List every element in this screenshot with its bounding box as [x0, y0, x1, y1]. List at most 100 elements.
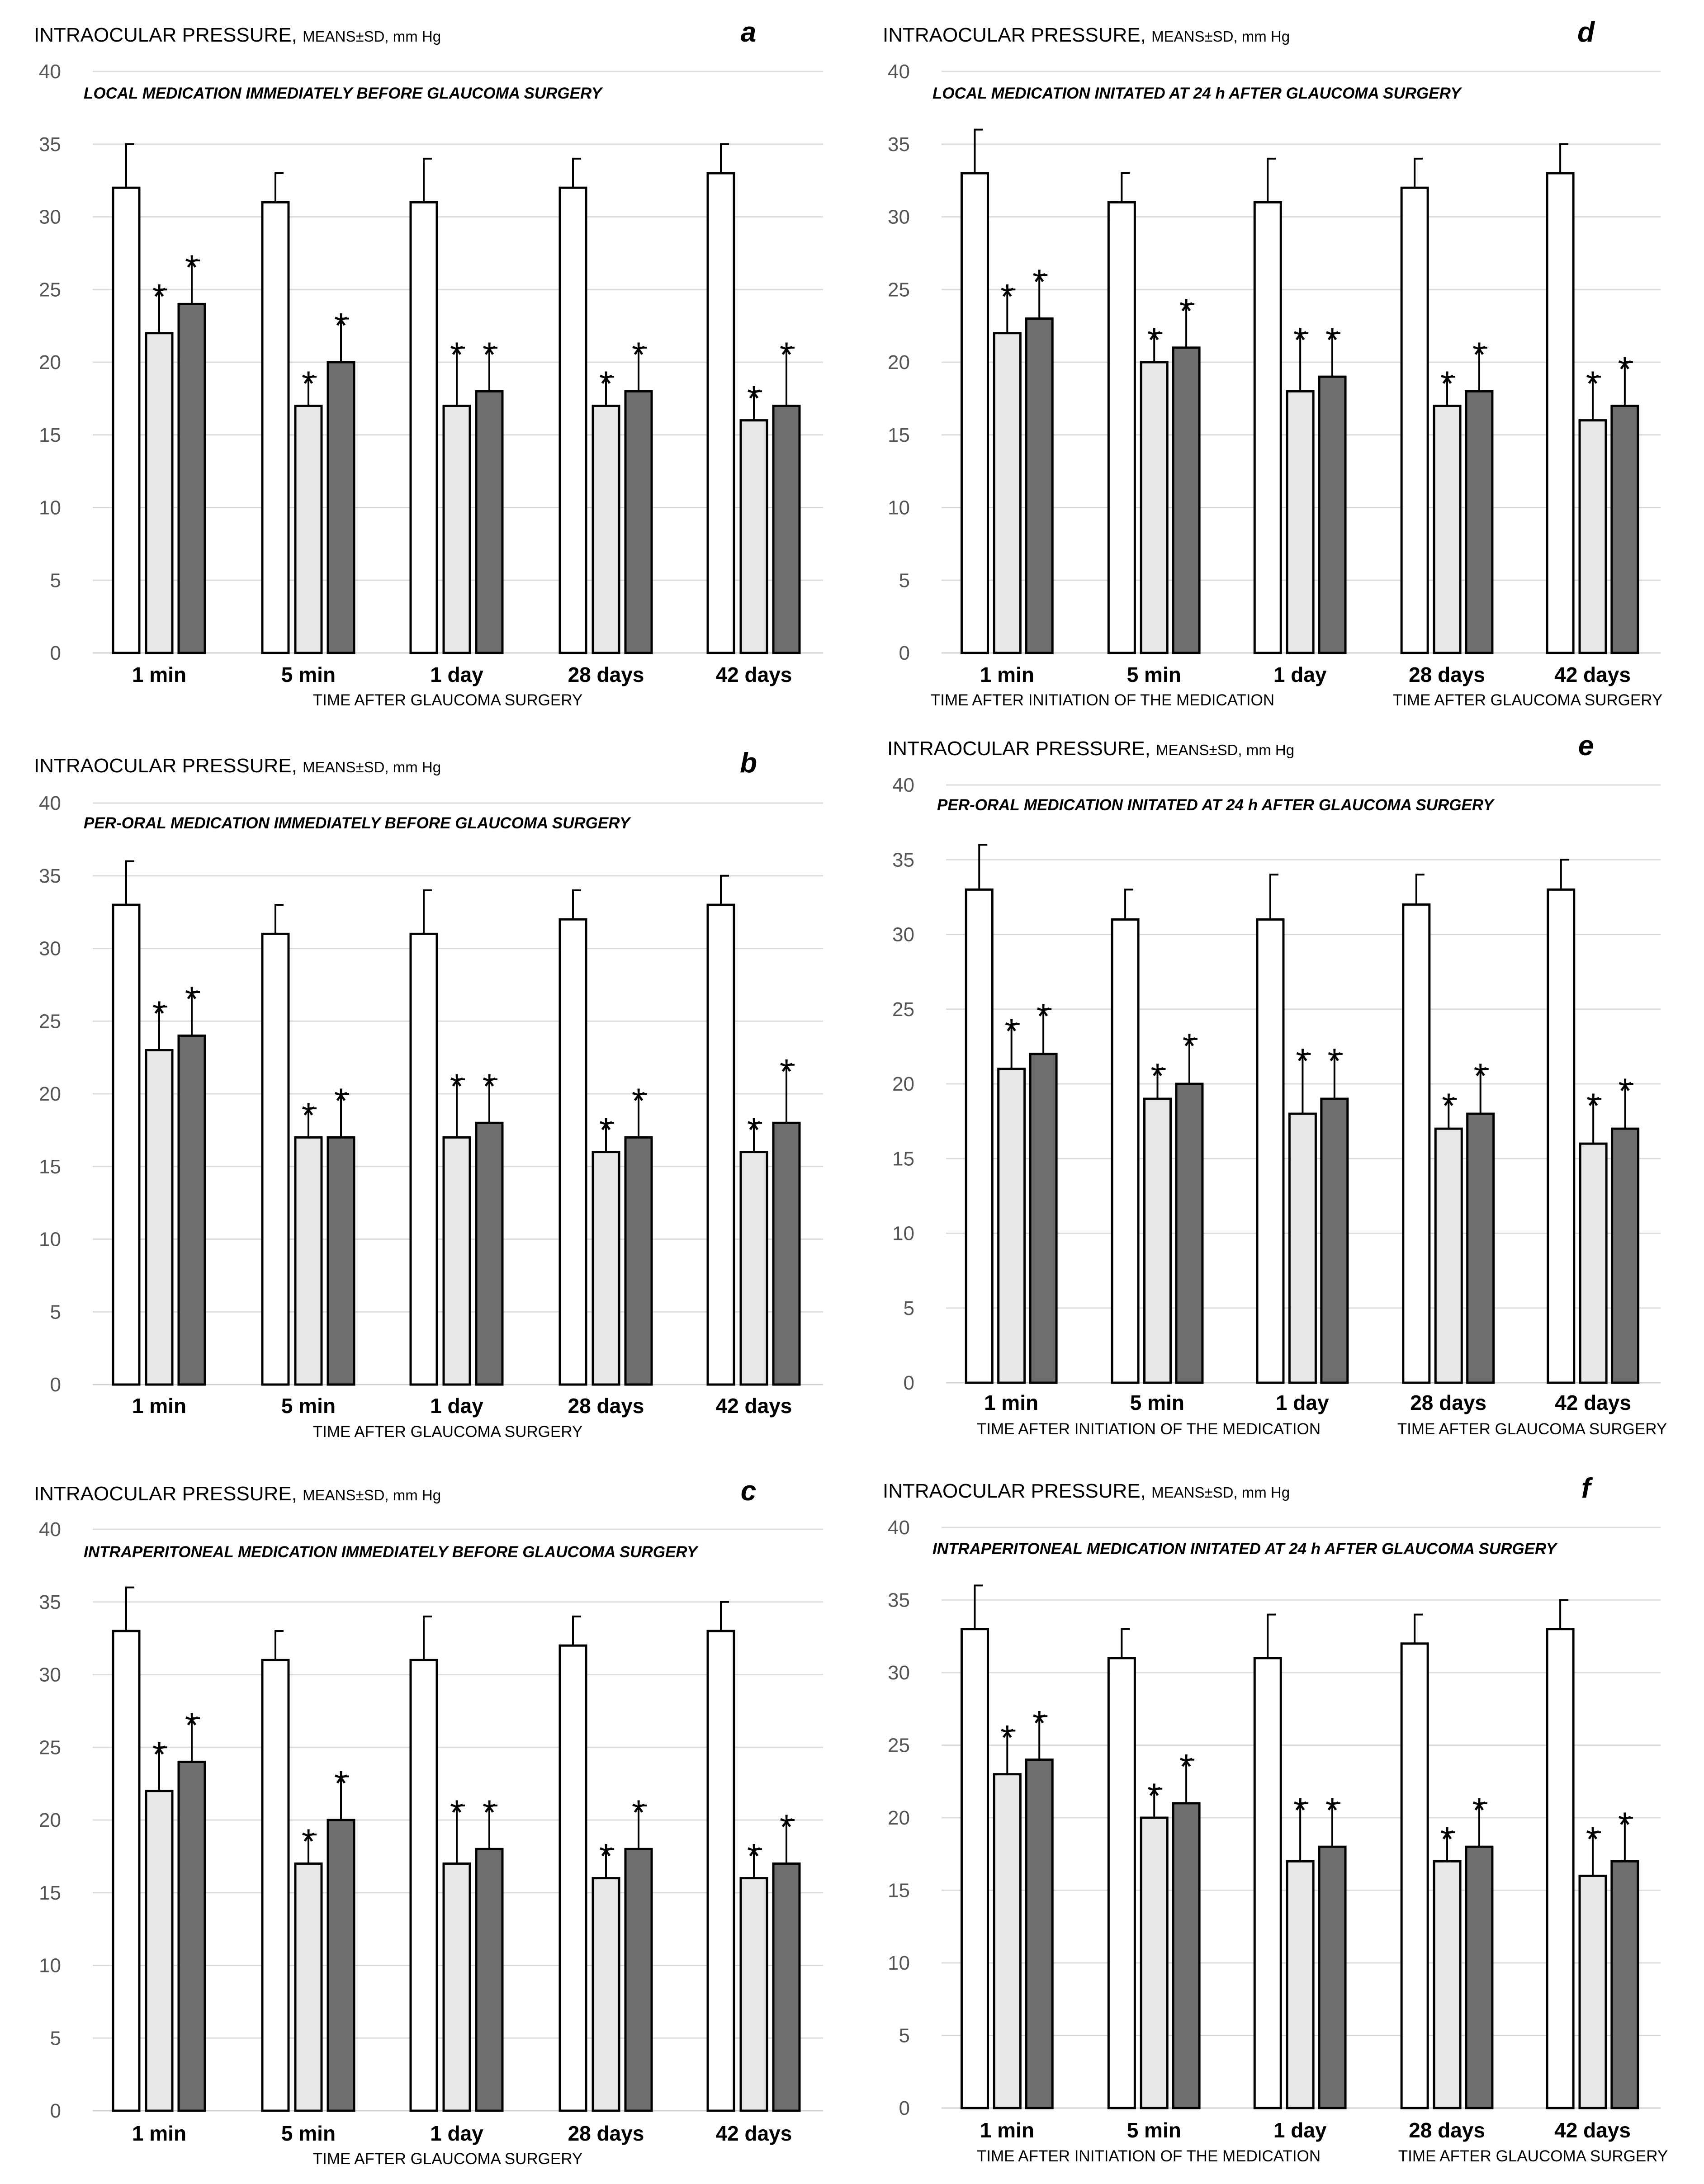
- y-tick-label: 5: [50, 2027, 61, 2049]
- significance-star: *: [450, 1066, 464, 1106]
- y-tick-label: 35: [39, 1591, 61, 1613]
- y-tick-label: 30: [39, 938, 61, 960]
- bar-light: [993, 1773, 1022, 2109]
- y-tick-label: 5: [899, 569, 910, 591]
- y-tick-label: 30: [888, 1662, 910, 1684]
- significance-star: *: [302, 1821, 315, 1861]
- x-category-label: 28 days: [1409, 663, 1485, 686]
- y-tick-label: 10: [888, 1952, 910, 1974]
- x-axis-title: TIME AFTER INITIATION OF THE MEDICATION: [931, 691, 1274, 709]
- significance-star: *: [1179, 291, 1193, 331]
- panel-letter: e: [1578, 730, 1594, 761]
- y-tick-label: 35: [892, 849, 914, 871]
- x-category-label: 42 days: [1555, 1391, 1631, 1414]
- bar-light: [739, 1151, 768, 1386]
- y-axis-title: INTRAOCULAR PRESSURE, MEANS±SD, mm Hg: [887, 737, 1294, 760]
- y-tick-label: 25: [892, 998, 914, 1021]
- bar-light: [1578, 1874, 1607, 2109]
- significance-star: *: [747, 1110, 761, 1149]
- y-axis-title-main: INTRAOCULAR PRESSURE,: [34, 1483, 303, 1505]
- x-category-label: 1 day: [430, 2122, 483, 2145]
- y-tick-label: 35: [39, 865, 61, 887]
- x-category-label: 1 day: [430, 1394, 483, 1418]
- y-tick-label: 0: [50, 642, 61, 664]
- x-category-label: 28 days: [568, 663, 644, 686]
- y-tick-label: 35: [888, 133, 910, 156]
- y-tick-label: 25: [39, 279, 61, 301]
- significance-star: *: [1000, 276, 1014, 316]
- x-category-label: 28 days: [568, 1394, 644, 1418]
- significance-star: *: [747, 1836, 761, 1876]
- significance-star: *: [1179, 1747, 1193, 1787]
- bar-white: [559, 186, 587, 654]
- significance-star: *: [599, 1836, 613, 1876]
- y-tick-label: 35: [39, 133, 61, 156]
- significance-star: *: [1293, 1790, 1307, 1830]
- bar-white: [112, 903, 141, 1386]
- significance-star: *: [334, 306, 348, 345]
- bar-dark: [1465, 1845, 1494, 2109]
- significance-star: *: [152, 276, 166, 316]
- bar-light: [1578, 419, 1607, 654]
- bar-white: [261, 1659, 290, 2112]
- significance-star: *: [1586, 364, 1600, 403]
- x-category-label: 42 days: [716, 1394, 792, 1418]
- x-axis-title: TIME AFTER INITIATION OF THE MEDICATION: [977, 2147, 1321, 2165]
- y-tick-label: 40: [892, 774, 914, 796]
- y-tick-label: 10: [39, 497, 61, 519]
- panel-letter: d: [1577, 17, 1595, 48]
- bar-dark: [475, 1121, 504, 1386]
- bar-dark: [1610, 1860, 1639, 2109]
- x-category-label: 42 days: [1554, 663, 1631, 686]
- x-category-label: 5 min: [1127, 663, 1181, 686]
- y-tick-label: 5: [899, 2025, 910, 2047]
- significance-star: *: [152, 993, 166, 1033]
- y-tick-label: 5: [50, 569, 61, 591]
- y-axis-title-main: INTRAOCULAR PRESSURE,: [34, 24, 303, 46]
- x-axis-title: TIME AFTER INITIATION OF THE MEDICATION: [977, 1420, 1321, 1438]
- x-category-label: 5 min: [1130, 1391, 1184, 1414]
- bar-dark: [1175, 1083, 1204, 1384]
- panel-letter: b: [740, 747, 757, 779]
- bar-white: [559, 918, 587, 1386]
- significance-star: *: [185, 247, 199, 287]
- y-axis-title: INTRAOCULAR PRESSURE, MEANS±SD, mm Hg: [34, 755, 441, 777]
- panel-letter: a: [741, 17, 756, 48]
- bar-dark: [1172, 346, 1201, 654]
- bar-white: [1400, 186, 1429, 654]
- y-tick-label: 25: [888, 1735, 910, 1757]
- x-category-label: 42 days: [716, 2122, 792, 2145]
- x-category-label: 1 day: [1276, 1391, 1329, 1414]
- bar-light: [1140, 1816, 1169, 2109]
- y-axis-title-units: MEANS±SD, mm Hg: [1151, 1484, 1290, 1501]
- y-axis-title-units: MEANS±SD, mm Hg: [1151, 28, 1290, 45]
- panel-subtitle: INTRAPERITONEAL MEDICATION IMMEDIATELY B…: [84, 1543, 699, 1561]
- y-axis-title: INTRAOCULAR PRESSURE, MEANS±SD, mm Hg: [34, 1483, 441, 1505]
- x-axis-title: TIME AFTER GLAUCOMA SURGERY: [313, 2150, 582, 2168]
- significance-star: *: [483, 1792, 496, 1832]
- y-tick-label: 25: [39, 1736, 61, 1759]
- y-tick-label: 40: [39, 61, 61, 83]
- bar-dark: [327, 1136, 355, 1386]
- bar-light: [1286, 1860, 1315, 2109]
- significance-star: *: [1150, 1056, 1164, 1096]
- y-tick-label: 0: [899, 2097, 910, 2119]
- bar-light: [592, 1877, 620, 2112]
- x-category-label: 1 min: [132, 1394, 186, 1418]
- bar-white: [112, 1630, 141, 2112]
- significance-star: *: [483, 335, 496, 374]
- panel-letter: c: [741, 1475, 756, 1507]
- significance-star: *: [302, 1095, 315, 1135]
- y-tick-label: 15: [39, 1882, 61, 1904]
- y-tick-label: 10: [892, 1223, 914, 1245]
- x-category-label: 28 days: [568, 2122, 644, 2145]
- y-tick-label: 15: [39, 424, 61, 446]
- bar-light: [993, 332, 1022, 654]
- significance-star: *: [1618, 349, 1632, 389]
- bar-dark: [772, 1121, 801, 1386]
- x-axis-title: TIME AFTER GLAUCOMA SURGERY: [1398, 2147, 1668, 2165]
- bar-light: [1143, 1097, 1172, 1384]
- significance-star: *: [1618, 1805, 1632, 1844]
- significance-star: *: [334, 1763, 348, 1803]
